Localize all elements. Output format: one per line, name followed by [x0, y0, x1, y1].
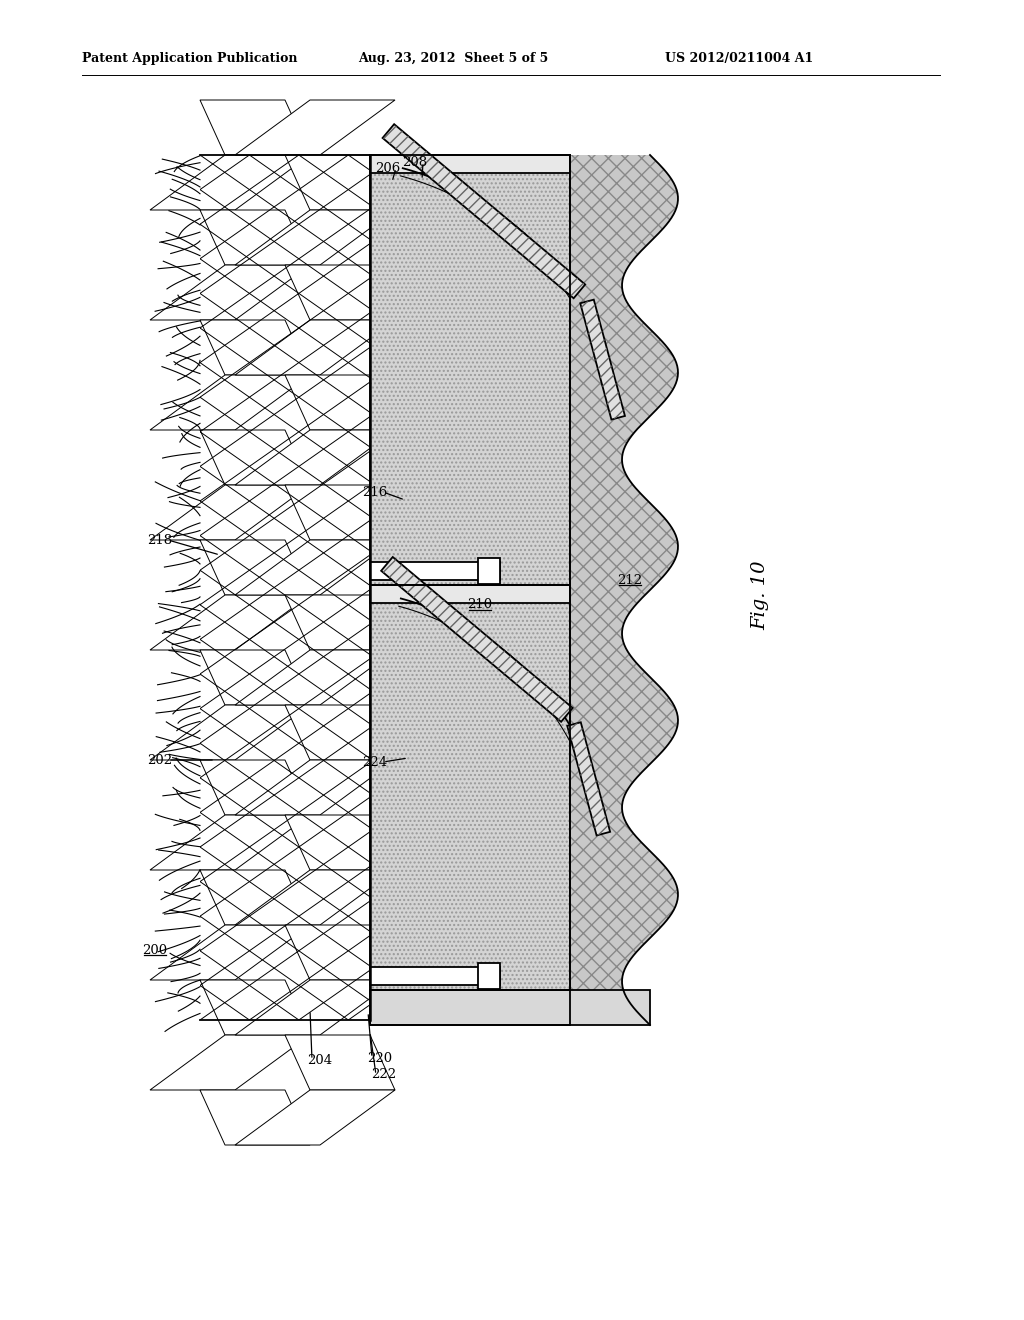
Polygon shape	[234, 210, 395, 265]
Text: US 2012/0211004 A1: US 2012/0211004 A1	[665, 51, 813, 65]
Polygon shape	[234, 430, 395, 484]
Polygon shape	[285, 375, 395, 430]
Text: Fig. 10: Fig. 10	[751, 560, 769, 630]
Bar	[370, 990, 650, 1026]
Polygon shape	[285, 595, 395, 649]
Polygon shape	[234, 870, 395, 925]
Bar	[370, 968, 500, 985]
Polygon shape	[200, 210, 310, 265]
Text: 206: 206	[376, 161, 400, 174]
Polygon shape	[200, 540, 310, 595]
Polygon shape	[200, 100, 310, 154]
Polygon shape	[234, 649, 395, 705]
Polygon shape	[150, 375, 310, 430]
Polygon shape	[381, 557, 572, 722]
Polygon shape	[200, 760, 310, 814]
Bar	[370, 154, 570, 585]
Bar	[200, 154, 370, 1020]
Polygon shape	[285, 1035, 395, 1090]
Polygon shape	[150, 484, 310, 540]
Polygon shape	[570, 154, 678, 1026]
Polygon shape	[200, 649, 310, 705]
Polygon shape	[200, 319, 310, 375]
Text: 218: 218	[147, 533, 173, 546]
Polygon shape	[150, 925, 310, 979]
Polygon shape	[200, 979, 310, 1035]
Text: 202: 202	[147, 754, 173, 767]
Text: Patent Application Publication: Patent Application Publication	[82, 51, 298, 65]
Polygon shape	[285, 814, 395, 870]
Polygon shape	[285, 265, 395, 319]
Text: 208: 208	[402, 156, 428, 169]
Text: 224: 224	[362, 755, 387, 768]
Bar	[370, 562, 500, 579]
Polygon shape	[150, 595, 310, 649]
Polygon shape	[150, 1035, 310, 1090]
Polygon shape	[150, 265, 310, 319]
Polygon shape	[150, 154, 310, 210]
Polygon shape	[234, 540, 395, 595]
Polygon shape	[285, 925, 395, 979]
Polygon shape	[285, 154, 395, 210]
Text: 210: 210	[467, 598, 493, 611]
Polygon shape	[200, 1090, 310, 1144]
Text: Aug. 23, 2012  Sheet 5 of 5: Aug. 23, 2012 Sheet 5 of 5	[358, 51, 548, 65]
Bar	[370, 585, 570, 603]
Polygon shape	[234, 319, 395, 375]
Text: 212: 212	[617, 573, 643, 586]
Text: 216: 216	[362, 486, 388, 499]
Polygon shape	[581, 300, 625, 420]
Bar	[370, 154, 570, 585]
Bar	[478, 964, 500, 989]
Text: 222: 222	[372, 1068, 396, 1081]
Polygon shape	[200, 870, 310, 925]
Bar	[478, 558, 500, 583]
Polygon shape	[567, 722, 610, 836]
Polygon shape	[150, 705, 310, 760]
Text: 204: 204	[307, 1053, 333, 1067]
Polygon shape	[200, 430, 310, 484]
Text: 200: 200	[142, 944, 168, 957]
Polygon shape	[234, 1090, 395, 1144]
Polygon shape	[234, 100, 395, 154]
Polygon shape	[234, 979, 395, 1035]
Polygon shape	[383, 124, 585, 298]
Polygon shape	[150, 814, 310, 870]
Bar	[370, 585, 570, 990]
Text: 220: 220	[368, 1052, 392, 1064]
Polygon shape	[234, 760, 395, 814]
Bar	[370, 154, 570, 173]
Bar	[370, 585, 570, 990]
Polygon shape	[285, 484, 395, 540]
Polygon shape	[285, 705, 395, 760]
